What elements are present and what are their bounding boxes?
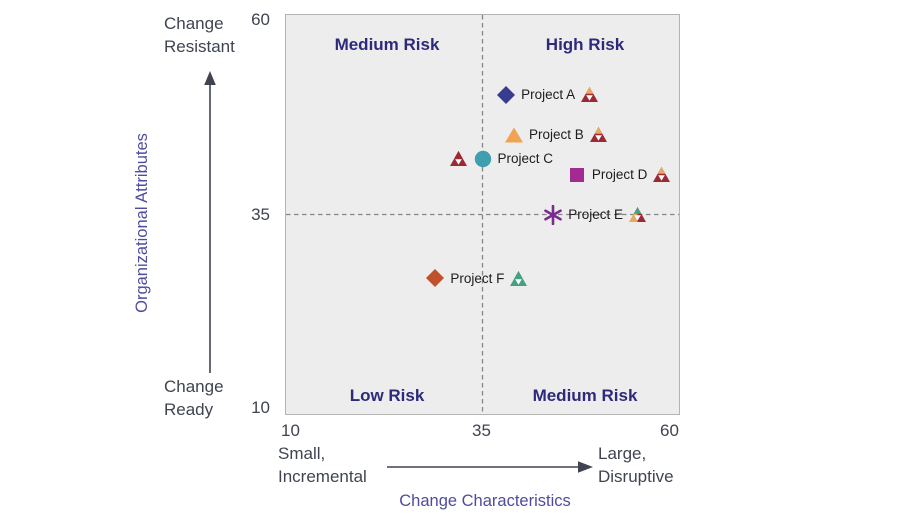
x-axis-title: Change Characteristics (399, 492, 571, 510)
square-marker-icon (567, 165, 587, 185)
data-point-project-b: Project B (504, 124, 608, 146)
diamond-marker-icon (425, 268, 445, 288)
x-tick-60: 60 (660, 421, 679, 440)
data-point-project-e: Project E (543, 204, 647, 226)
risk-flag-icon (509, 270, 528, 287)
data-point-label: Project A (521, 87, 576, 103)
data-point-label: Project E (568, 207, 624, 222)
data-point-label: Project C (497, 151, 554, 167)
risk-flag-icon (449, 150, 468, 167)
y-axis-top-label: Change Resistant (164, 14, 235, 56)
data-point-project-d: Project D (567, 164, 672, 186)
crosshair-dashed-lines (286, 15, 679, 414)
quadrant-label-top-left: Medium Risk (334, 35, 440, 54)
plot-area: Medium Risk High Risk Low Risk Medium Ri… (286, 15, 679, 414)
diamond-marker-icon (496, 85, 516, 105)
x-tick-35: 35 (472, 421, 491, 440)
data-point-label: Project B (528, 127, 584, 143)
risk-flag-icon (589, 126, 608, 143)
data-point-project-c: Project C (449, 148, 554, 170)
data-point-project-f: Project F (425, 267, 528, 289)
y-tick-60: 60 (251, 10, 270, 29)
data-point-label: Project F (450, 270, 505, 286)
quadrant-label-bottom-right: Medium Risk (532, 386, 638, 405)
x-tick-10: 10 (281, 421, 300, 440)
y-axis-bottom-label: Change Ready (164, 377, 224, 419)
quadrant-label-bottom-left: Low Risk (349, 386, 425, 405)
up-arrow-icon (204, 71, 216, 373)
quadrant-label-top-right: High Risk (545, 35, 625, 54)
triangle-marker-icon (504, 125, 524, 145)
right-arrow-icon (387, 461, 593, 473)
asterisk-marker-icon (543, 204, 563, 225)
data-point-label: Project D (591, 167, 648, 183)
y-tick-35: 35 (251, 205, 270, 224)
data-point-project-a: Project A (496, 84, 599, 106)
circle-marker-icon (473, 149, 493, 169)
risk-flag-icon (652, 166, 671, 183)
y-axis-title: Organizational Attributes (133, 133, 151, 313)
x-axis-left-label: Small, Incremental (278, 444, 367, 486)
risk-flag-icon (628, 206, 647, 223)
x-axis-right-label: Large, Disruptive (598, 444, 674, 486)
plot-border: Medium Risk High Risk Low Risk Medium Ri… (285, 14, 680, 415)
y-tick-10: 10 (251, 398, 270, 417)
risk-flag-icon (580, 86, 599, 103)
